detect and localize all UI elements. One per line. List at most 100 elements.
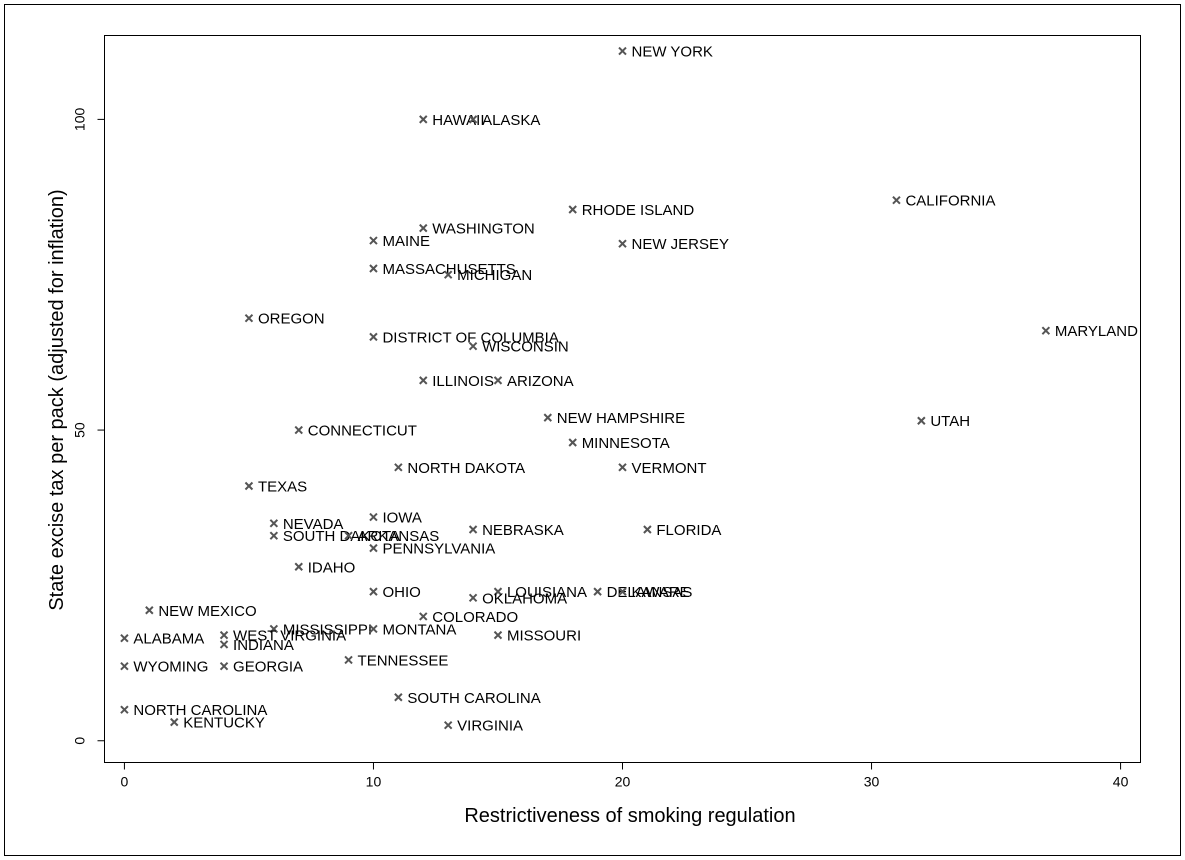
data-point: IOWA <box>369 510 422 527</box>
point-label: PENNSYLVANIA <box>382 541 495 558</box>
x-tick-label: 10 <box>366 774 382 790</box>
x-marker-icon <box>394 693 403 702</box>
data-point: TEXAS <box>244 478 307 495</box>
point-label: NEW MEXICO <box>158 603 256 620</box>
point-label: SOUTH DAKOTA <box>283 528 400 545</box>
point-label: DISTRICT OF COLUMBIA <box>382 329 558 346</box>
y-tick-label: 0 <box>72 737 88 745</box>
point-label: NORTH DAKOTA <box>407 460 525 477</box>
x-marker-icon <box>468 593 478 603</box>
point-label: MISSISSIPPI <box>283 621 372 638</box>
x-tick-label: 40 <box>1113 774 1129 790</box>
data-point: CALIFORNIA <box>892 193 995 210</box>
x-axis: 0 10 20 30 40 <box>121 762 1129 790</box>
point-label: SOUTH CAROLINA <box>407 690 540 707</box>
data-point: NEW HAMPSHIRE <box>543 410 685 427</box>
data-point: KANSAS <box>618 584 693 601</box>
point-label: OREGON <box>258 311 325 328</box>
x-marker-icon <box>369 543 378 553</box>
x-marker-icon <box>394 463 403 472</box>
point-label: IDAHO <box>308 559 356 576</box>
x-marker-icon <box>219 630 229 640</box>
y-tick-label: 100 <box>72 107 88 131</box>
x-marker-icon <box>618 463 627 472</box>
data-point: KENTUCKY <box>170 715 265 732</box>
x-marker-icon <box>369 512 378 522</box>
point-label: UTAH <box>930 413 970 430</box>
data-point: PENNSYLVANIA <box>369 541 495 558</box>
data-point: GEORGIA <box>219 659 303 676</box>
point-label: MINNESOTA <box>582 435 670 452</box>
point-label: ILLINOIS <box>432 373 494 390</box>
data-point: COLORADO <box>419 609 518 626</box>
x-marker-icon <box>344 655 353 665</box>
x-marker-icon <box>294 562 303 571</box>
point-label: OKLAHOMA <box>482 590 567 607</box>
data-point: INDIANA <box>219 637 294 654</box>
point-label: LOUISIANA <box>507 584 587 601</box>
x-marker-icon <box>917 416 926 425</box>
x-marker-icon <box>468 115 478 124</box>
data-point: LOUISIANA <box>493 584 587 601</box>
point-label: CALIFORNIA <box>905 193 995 210</box>
x-marker-icon <box>269 531 279 540</box>
point-label: KANSAS <box>632 584 693 601</box>
x-marker-icon <box>244 481 254 491</box>
x-marker-icon <box>419 376 428 385</box>
point-label: WEST VIRGINIA <box>233 628 346 645</box>
data-point: ALABAMA <box>120 631 204 648</box>
data-point: NEBRASKA <box>468 522 564 539</box>
data-point: MINNESOTA <box>568 435 670 452</box>
y-tick-label: 50 <box>72 422 88 438</box>
point-label: NEVADA <box>283 516 344 533</box>
x-marker-icon <box>120 705 129 714</box>
x-marker-icon <box>468 341 478 351</box>
point-label: NEW HAMPSHIRE <box>557 410 685 427</box>
data-point: WISCONSIN <box>468 339 569 356</box>
x-marker-icon <box>269 519 279 528</box>
data-point: TENNESSEE <box>344 652 449 669</box>
data-point: ARIZONA <box>493 373 574 390</box>
data-point: MONTANA <box>369 621 456 638</box>
point-label: MARYLAND <box>1055 323 1138 340</box>
data-point: NEW JERSEY <box>618 236 729 253</box>
point-label: COLORADO <box>432 609 518 626</box>
x-marker-icon <box>468 525 478 534</box>
x-marker-icon <box>369 236 378 245</box>
x-marker-icon <box>219 661 229 671</box>
point-label: MISSOURI <box>507 628 581 645</box>
data-point: OREGON <box>244 311 325 328</box>
data-point: MISSISSIPPI <box>269 621 372 638</box>
point-label: GEORGIA <box>233 659 303 676</box>
point-label: OHIO <box>382 584 420 601</box>
x-marker-icon <box>369 624 378 634</box>
data-point: NEW MEXICO <box>145 603 257 620</box>
x-tick-label: 30 <box>864 774 880 790</box>
point-label: FLORIDA <box>656 522 721 539</box>
data-point: NORTH CAROLINA <box>120 702 267 719</box>
point-label: INDIANA <box>233 637 294 654</box>
data-point: NEVADA <box>269 516 344 533</box>
x-marker-icon <box>369 587 378 596</box>
x-marker-icon <box>419 223 428 233</box>
x-marker-icon <box>219 640 229 649</box>
data-point: ILLINOIS <box>419 373 494 390</box>
point-label: HAWAII <box>432 112 484 129</box>
x-marker-icon <box>892 195 901 205</box>
data-point: MISSOURI <box>493 628 581 645</box>
x-marker-icon <box>618 46 627 56</box>
data-point: RHODE ISLAND <box>568 202 695 219</box>
point-label: NEBRASKA <box>482 522 564 539</box>
data-point: SOUTH CAROLINA <box>394 690 541 707</box>
point-label: RHODE ISLAND <box>582 202 695 219</box>
data-point: OKLAHOMA <box>468 590 567 607</box>
point-label: TENNESSEE <box>358 652 449 669</box>
data-point: OHIO <box>369 584 421 601</box>
data-point: VERMONT <box>618 460 707 477</box>
data-point: WASHINGTON <box>419 221 535 238</box>
point-label: NORTH CAROLINA <box>133 702 267 719</box>
y-axis: 0 50 100 <box>72 107 105 745</box>
x-marker-icon <box>618 239 627 248</box>
data-point: VIRGINIA <box>443 718 523 735</box>
